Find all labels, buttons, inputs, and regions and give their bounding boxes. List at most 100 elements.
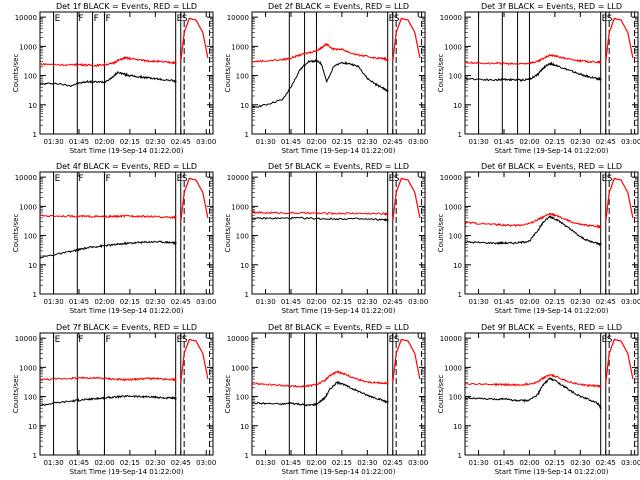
panel-7-xtick-label: 02:15 [120, 459, 140, 467]
panel-8-xlabel: Start Time (19-Sep-14 01:22:00) [282, 468, 396, 476]
panel-4-xtick-label: 01:45 [69, 298, 89, 306]
panel-2-frame [251, 11, 426, 135]
panel-7-series-lld-end-point [174, 379, 177, 381]
panel-3-ytick-label: 10000 [440, 14, 462, 22]
panel-7-ytick-label: 10 [28, 423, 37, 431]
panel-8-xtick-label: 01:30 [255, 459, 275, 467]
panel-4-lld-peak [180, 177, 209, 222]
panel-6-marker-label: S [607, 174, 613, 184]
panel-1-ytick-label: 1000 [19, 43, 37, 51]
panel-9-frame [464, 332, 639, 456]
panel-5-xtick-label: 01:30 [255, 298, 275, 306]
panel-7-marker-label: F [78, 335, 83, 345]
panel-2-series-events-end-point [386, 89, 389, 92]
panel-7-marker-label: E [177, 335, 183, 345]
panel-5-xtick-label: 02:15 [332, 298, 352, 306]
panel-1-marker-label: E [177, 14, 183, 24]
panel-5-ytick-label: 1 [245, 291, 249, 299]
panel-5-xtick-label: 02:00 [306, 298, 326, 306]
panel-6-series-events-end-point [599, 243, 602, 246]
panel-8-ylabel: Counts/sec [224, 375, 232, 414]
panel-3-xtick-label: 02:15 [545, 138, 565, 146]
panel-5-series-events [251, 216, 389, 223]
panel-5-ytick-label: 1000 [231, 203, 249, 211]
panel-9-marker-label: S [607, 335, 613, 345]
panel-1-series-lld [39, 55, 177, 68]
panel-8-xtick-label: 02:00 [306, 459, 326, 467]
panel-8-frame [251, 332, 426, 456]
panel-5-xtick-label: 02:30 [357, 298, 377, 306]
panel-3-xtick-label: 02:00 [519, 138, 539, 146]
panel-7-ytick-label: 1 [33, 452, 37, 460]
panel-4-ytick-label: 1000 [19, 203, 37, 211]
panel-9-xtick-label: 02:00 [519, 459, 539, 467]
panel-2-xtick-label: 02:15 [332, 138, 352, 146]
panel-8-title: Det 8f BLACK = Events, RED = LLD [268, 323, 409, 332]
panel-5-ytick-label: 10 [240, 262, 249, 270]
panel-9-series-events-end-point [599, 407, 602, 410]
panel-1-series-lld-end-point [174, 62, 177, 65]
panel-5-lld-peak [392, 177, 421, 222]
panel-4-marker-label: E [55, 174, 61, 184]
panel-7-ytick-label: 10000 [15, 335, 37, 343]
panel-2-ytick-label: 1 [245, 131, 249, 139]
panel-2-ytick-label: 100 [236, 73, 249, 81]
panel-7-series-lld [39, 376, 176, 382]
panel-6-series-lld-end-point [599, 225, 602, 228]
panel-4-marker-label: S [182, 174, 188, 184]
panel-2-marker-label: E [389, 14, 395, 24]
panel-3-marker-label: S [607, 14, 613, 24]
panel-1-ytick-label: 10000 [15, 14, 37, 22]
panel-1-ytick-label: 1 [33, 131, 37, 139]
panel-3-ytick-label: 10 [453, 102, 462, 110]
panel-5-marker-label: S [394, 174, 400, 184]
panel-3-lld-peak [605, 17, 634, 62]
panel-3-ytick-label: 100 [449, 73, 462, 81]
panel-9-ytick-label: 1000 [444, 364, 462, 372]
panel-6-xtick-label: 03:00 [621, 298, 640, 306]
panel-5-series-lld [251, 210, 389, 217]
panel-8-xtick-label: 03:00 [408, 459, 428, 467]
panel-4-series-events-end-point [174, 242, 177, 245]
panel-9-xtick-label: 02:15 [545, 459, 565, 467]
panel-4-ytick-label: 1 [33, 291, 37, 299]
panel-2-xtick-label: 01:45 [281, 138, 301, 146]
panel-7-ylabel: Counts/sec [12, 375, 20, 414]
panel-5-xtick-label: 01:45 [281, 298, 301, 306]
panel-2-xtick-label: 02:30 [357, 138, 377, 146]
panel-5-series-lld-end-point [386, 213, 389, 215]
panel-4-ytick-label: 10000 [15, 174, 37, 182]
panel-2-ytick-label: 10 [240, 102, 249, 110]
panel-1-marker-label: F [94, 14, 99, 24]
panel-4-xtick-label: 01:30 [43, 298, 63, 306]
panel-3-series-events [464, 61, 602, 82]
panel-6-xtick-label: 01:45 [494, 298, 514, 306]
panel-5-xlabel: Start Time (19-Sep-14 01:22:00) [282, 307, 396, 315]
panel-7-xlabel: Start Time (19-Sep-14 01:22:00) [70, 468, 184, 476]
panel-7-xtick-label: 01:45 [69, 459, 89, 467]
panel-5-series-events-end-point [386, 219, 389, 221]
panel-1-series-events-end-point [174, 80, 177, 83]
panel-6-ytick-label: 1 [458, 291, 462, 299]
panel-6-ytick-label: 10 [453, 262, 462, 270]
panel-1-xtick-label: 02:45 [171, 138, 191, 146]
panel-3-series-lld-end-point [599, 61, 602, 64]
panel-7-xtick-label: 03:00 [196, 459, 216, 467]
panel-8-ytick-label: 100 [236, 394, 249, 402]
panel-1-series-events [39, 70, 177, 88]
panel-3-xtick-label: 01:45 [494, 138, 514, 146]
panel-1-ylabel: Counts/sec [12, 54, 20, 93]
panel-5-ytick-label: 100 [236, 233, 249, 241]
panel-6-marker-label: E [602, 174, 608, 184]
panel-2-xtick-label: 02:00 [306, 138, 326, 146]
panel-8-ytick-label: 1 [245, 452, 249, 460]
panel-7-xtick-label: 02:00 [94, 459, 114, 467]
panel-6-ylabel: Counts/sec [437, 214, 445, 253]
panel-8-series-events-end-point [386, 401, 389, 403]
panel-4-xtick-label: 02:45 [171, 298, 191, 306]
panel-5-title: Det 5f BLACK = Events, RED = LLD [268, 162, 409, 171]
panel-2-title: Det 2f BLACK = Events, RED = LLD [268, 2, 409, 11]
panel-1-xlabel: Start Time (19-Sep-14 01:22:00) [70, 147, 184, 155]
panel-8-series-events [251, 380, 388, 407]
